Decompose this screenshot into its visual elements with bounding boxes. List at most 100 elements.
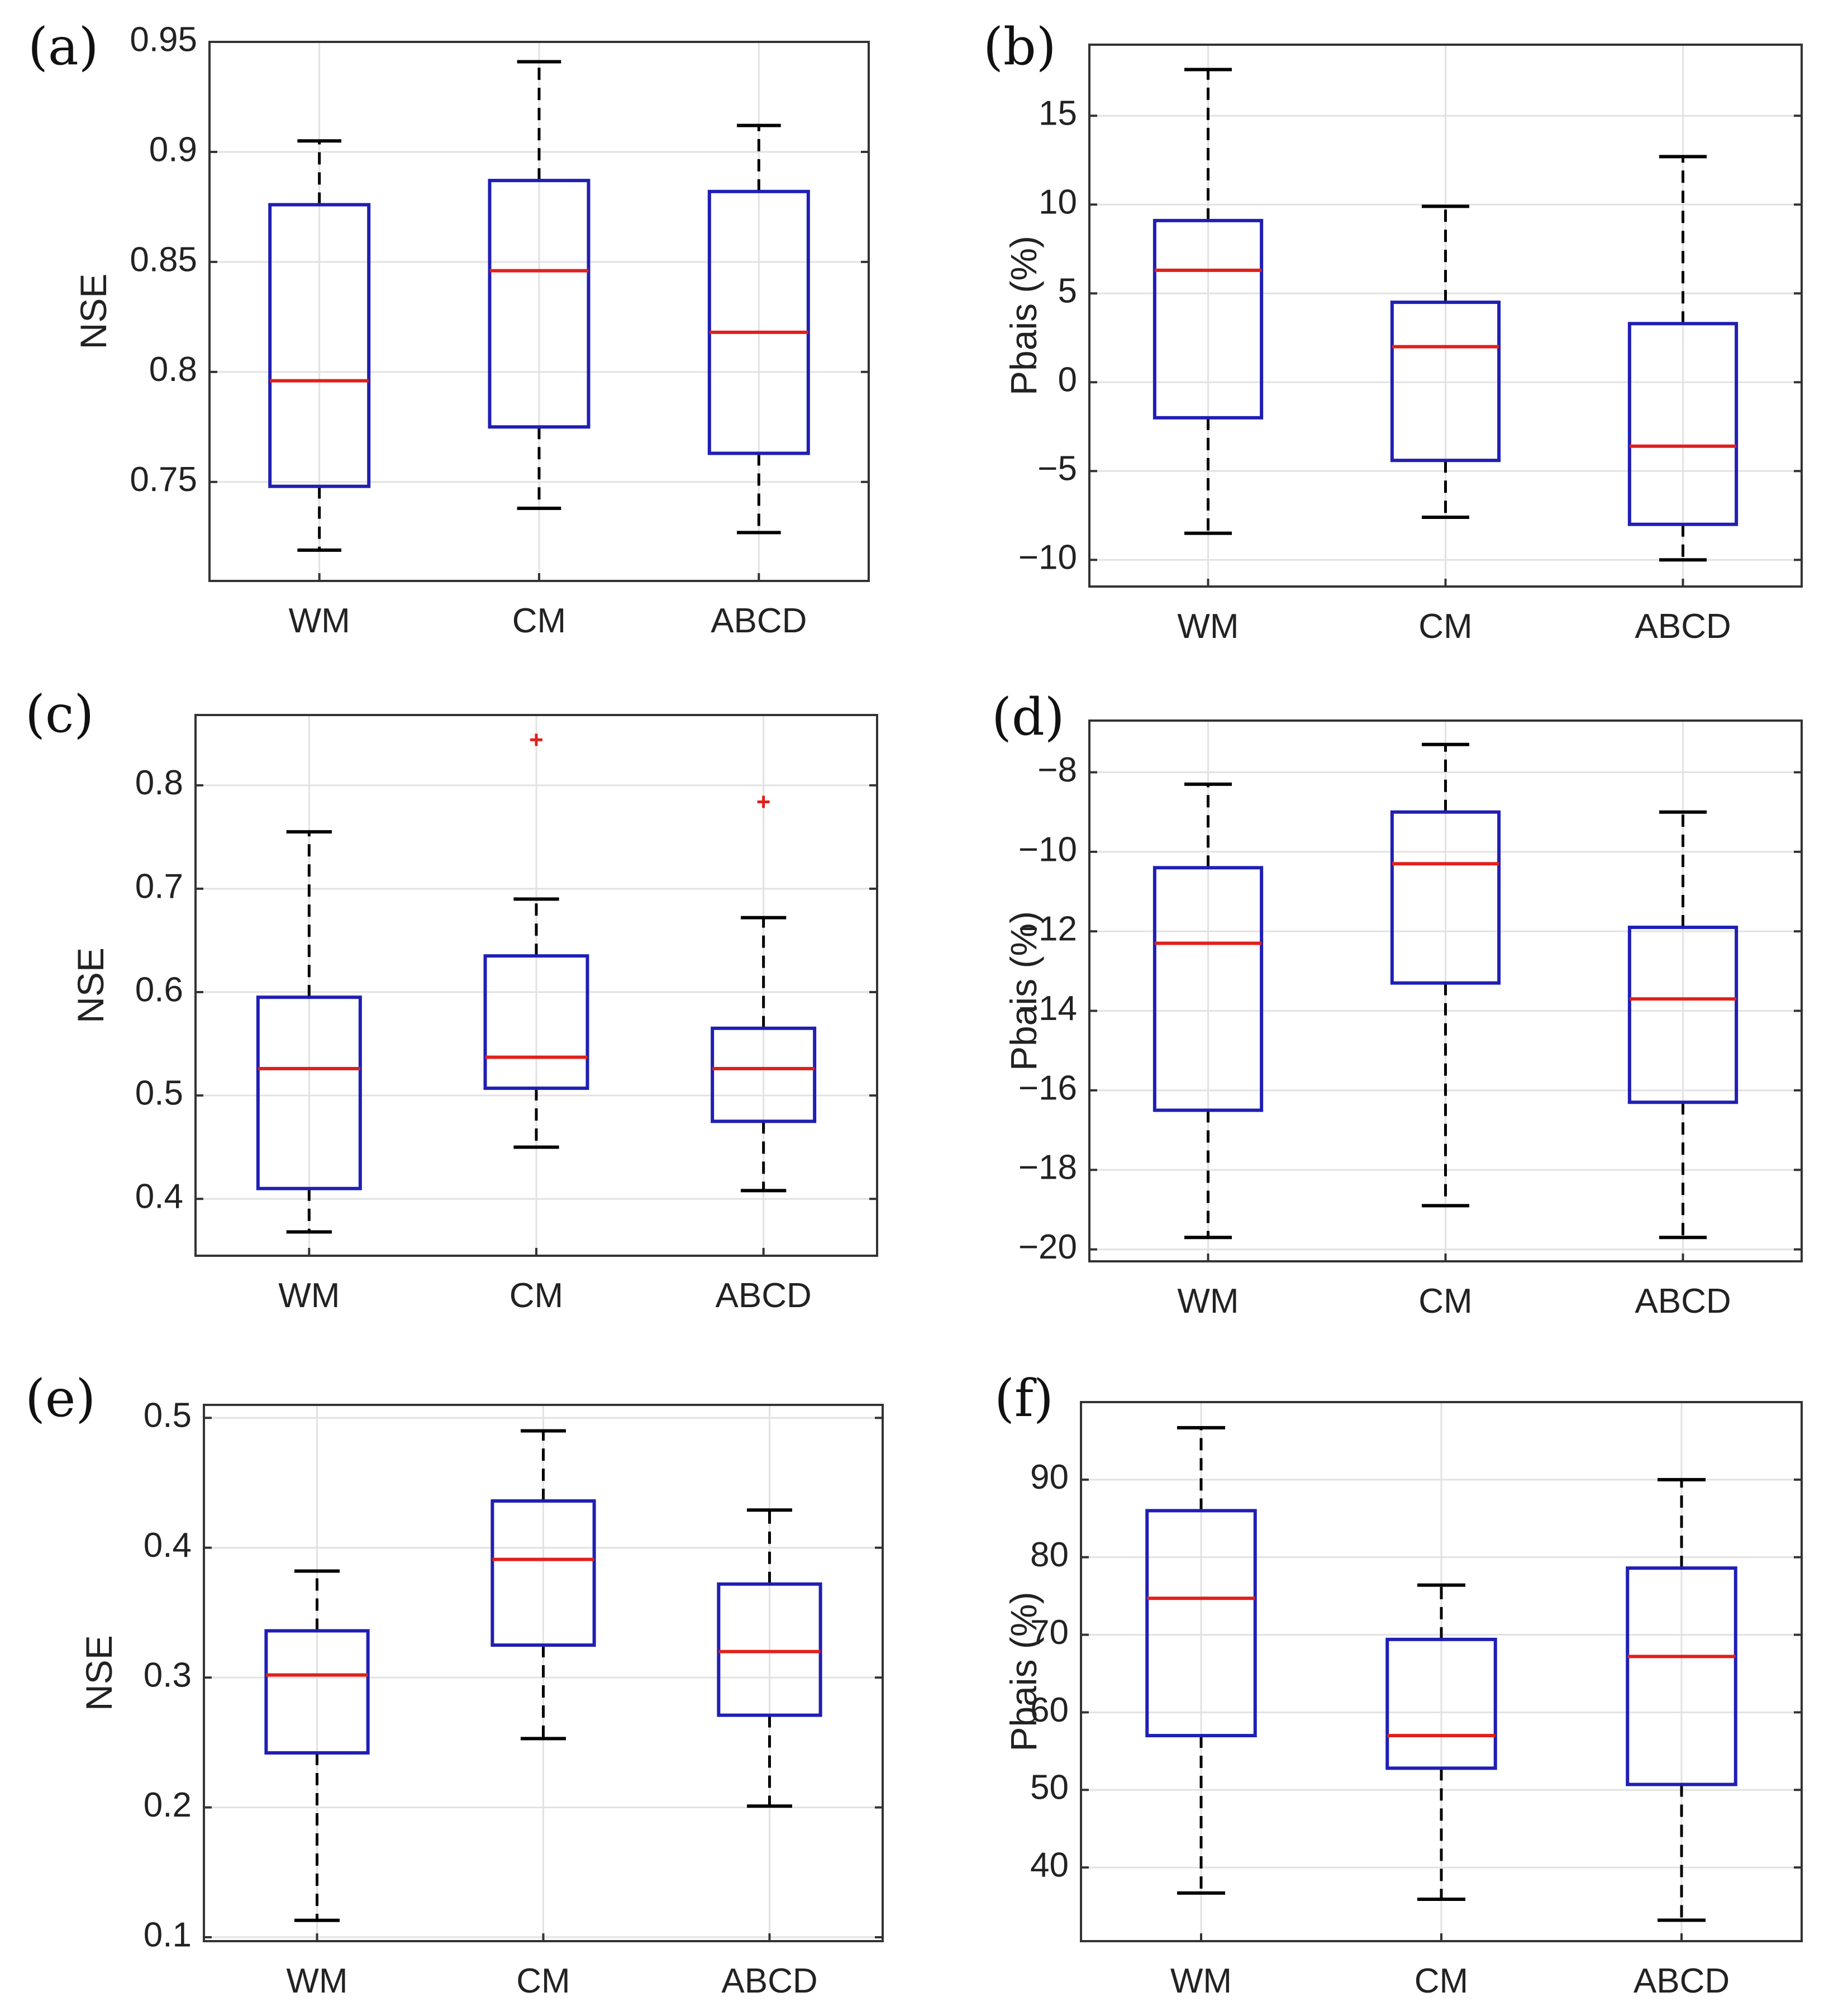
box-abcd (1627, 155, 1739, 562)
box-cm (1390, 204, 1501, 519)
y-tick-label: 0.3 (144, 1656, 192, 1695)
y-tick-label: 0 (1058, 361, 1077, 399)
y-tick-label: −12 (1018, 910, 1077, 949)
y-axis-title: NSE (73, 274, 114, 350)
iqr-box (1390, 301, 1501, 463)
y-tick-label: 5 (1058, 272, 1077, 311)
x-category-label: CM (1415, 1962, 1468, 2000)
panel-letter: (d) (992, 687, 1065, 747)
y-tick-label: 0.5 (144, 1397, 192, 1435)
y-tick-label: −5 (1037, 450, 1077, 488)
panel-a: 0.75 0.8 0.85 0.9 0.95 WM CM ABCD NSE (a) (28, 17, 870, 640)
x-category-label: CM (509, 1276, 563, 1315)
y-tick-label: 50 (1030, 1769, 1069, 1807)
box-abcd (717, 1508, 822, 1808)
iqr-box (1626, 1566, 1737, 1786)
box-wm (268, 139, 371, 552)
panel-letter: (b) (983, 17, 1056, 77)
iqr-box (1627, 322, 1739, 526)
box-wm (1152, 68, 1264, 535)
x-category-label: WM (286, 1962, 347, 2000)
y-tick-label: 0.8 (135, 764, 183, 802)
x-category-label: CM (1418, 1282, 1472, 1321)
iqr-box (268, 203, 371, 488)
y-tick-label: 0.1 (144, 1915, 192, 1954)
y-tick-label: 40 (1030, 1846, 1069, 1884)
y-tick-label: 90 (1030, 1458, 1069, 1496)
x-category-label: ABCD (711, 602, 807, 640)
box-wm (1145, 1426, 1257, 1895)
box-abcd (1627, 810, 1739, 1240)
y-tick-label: 0.4 (144, 1526, 192, 1565)
iqr-box (707, 189, 810, 455)
iqr-box (1152, 866, 1264, 1112)
box-cm (483, 733, 589, 1149)
x-category-label: WM (289, 602, 350, 640)
panel-letter: (c) (25, 684, 94, 744)
y-axis-title: Pbais (%) (1003, 236, 1044, 395)
x-category-label: ABCD (1635, 1282, 1731, 1321)
iqr-box (1145, 1509, 1257, 1738)
y-axis-title: Pbais (%) (1003, 911, 1044, 1071)
y-tick-label: 0.85 (130, 240, 197, 279)
y-tick-label: −8 (1037, 751, 1077, 789)
outlier-marker (757, 795, 770, 808)
y-tick-label: 80 (1030, 1536, 1069, 1574)
box-cm (1385, 1583, 1497, 1901)
x-category-label: ABCD (716, 1276, 812, 1315)
panel-f: 40 50 60 70 80 90 WM CM ABCD Pbais (%) (f) (994, 1369, 1803, 2000)
panel-letter: (f) (994, 1369, 1054, 1428)
y-tick-label: −10 (1018, 538, 1077, 577)
iqr-box (1385, 1637, 1497, 1770)
box-wm (256, 830, 362, 1234)
y-tick-label: −16 (1018, 1069, 1077, 1107)
panel-e: 0.1 0.2 0.3 0.4 0.5 WM CM ABCD NSE (e) (25, 1369, 884, 2000)
y-axis-title: Pbais (%) (1003, 1591, 1044, 1751)
box-abcd (707, 123, 810, 535)
iqr-box (1627, 926, 1739, 1104)
y-tick-label: 10 (1039, 183, 1077, 222)
x-category-label: CM (512, 602, 566, 640)
box-abcd (1626, 1478, 1737, 1922)
box-cm (488, 60, 590, 511)
box-wm (1152, 782, 1264, 1240)
x-category-label: CM (1418, 607, 1472, 646)
box-abcd (711, 795, 817, 1193)
y-tick-label: 60 (1030, 1691, 1069, 1729)
iqr-box (717, 1582, 822, 1717)
iqr-box (711, 1026, 817, 1123)
panel-b: −10 −5 0 5 10 15 WM CM ABCD Pbais (%) (b) (983, 17, 1803, 646)
y-tick-label: 70 (1030, 1613, 1069, 1652)
x-category-label: WM (1177, 607, 1239, 646)
box-cm (1390, 742, 1501, 1208)
y-tick-label: 0.95 (130, 20, 197, 59)
x-category-label: WM (1170, 1962, 1232, 2000)
x-category-label: WM (1177, 1282, 1239, 1321)
iqr-box (264, 1629, 370, 1755)
x-category-label: WM (278, 1276, 340, 1315)
x-category-label: ABCD (1635, 607, 1731, 646)
box-cm (490, 1429, 596, 1741)
y-tick-label: −10 (1018, 830, 1077, 869)
y-axis-title: NSE (78, 1635, 120, 1711)
iqr-box (256, 995, 362, 1190)
panel-c: 0.4 0.5 0.6 0.7 0.8 WM CM ABCD NSE (c) (25, 684, 878, 1315)
x-category-label: ABCD (1633, 1962, 1730, 2000)
iqr-box (483, 954, 589, 1090)
y-tick-label: 0.4 (135, 1178, 183, 1216)
iqr-box (488, 179, 590, 429)
y-tick-label: 0.2 (144, 1786, 192, 1824)
y-tick-label: 0.5 (135, 1074, 183, 1112)
y-tick-label: −18 (1018, 1148, 1077, 1187)
y-tick-label: 0.7 (135, 867, 183, 905)
y-axis-title: NSE (70, 947, 111, 1023)
iqr-box (1152, 218, 1264, 420)
y-tick-label: 0.75 (130, 460, 197, 499)
iqr-box (1390, 810, 1501, 985)
panel-letter: (a) (28, 17, 99, 77)
y-tick-label: −14 (1018, 989, 1077, 1028)
y-tick-label: 0.9 (149, 130, 197, 169)
y-tick-label: −20 (1018, 1228, 1077, 1266)
iqr-box (490, 1499, 596, 1647)
